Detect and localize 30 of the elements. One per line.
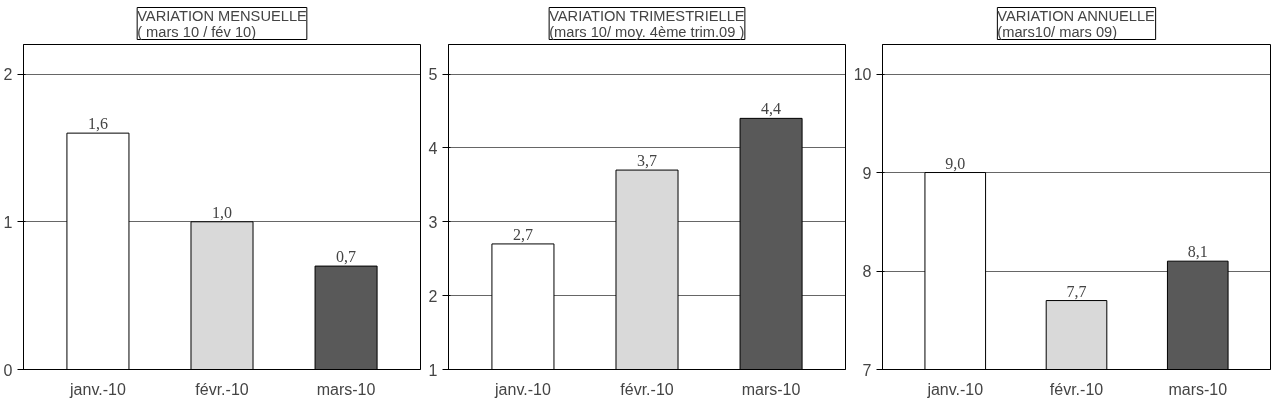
y-tick-label: 8 [862,263,872,281]
y-tick-label: 9 [862,164,872,182]
data-label: 4,4 [761,100,782,118]
data-label: 3,7 [637,152,657,170]
data-label: 1,0 [212,203,232,221]
y-tick-label: 7 [862,361,872,379]
x-tick-label: janv.-10 [69,380,126,398]
data-label: 7,7 [1066,282,1087,300]
data-label: 8,1 [1187,243,1208,261]
y-tick-label: 5 [428,66,438,84]
data-label: 1,6 [87,115,108,133]
y-tick-label: 2 [428,287,438,305]
x-tick-label: janv.-10 [494,380,551,398]
x-tick-label: mars-10 [741,380,801,398]
x-tick-label: févr.-10 [620,380,674,398]
data-label: 2,7 [512,225,533,243]
y-tick-label: 0 [3,361,13,379]
data-label: 9,0 [945,154,966,172]
x-tick-label: mars-10 [1168,380,1228,398]
x-tick-label: janv.-10 [926,380,984,398]
y-tick-label: 1 [3,213,13,231]
x-tick-label: févr.-10 [195,380,249,398]
y-tick-label: 2 [3,66,13,84]
y-tick-label: 1 [428,361,438,379]
y-tick-label: 4 [428,139,438,157]
y-tick-label: 10 [853,66,872,84]
x-tick-label: mars-10 [316,380,376,398]
data-label: 0,7 [336,248,357,266]
x-tick-label: févr.-10 [1049,380,1104,398]
y-tick-label: 3 [428,213,438,231]
